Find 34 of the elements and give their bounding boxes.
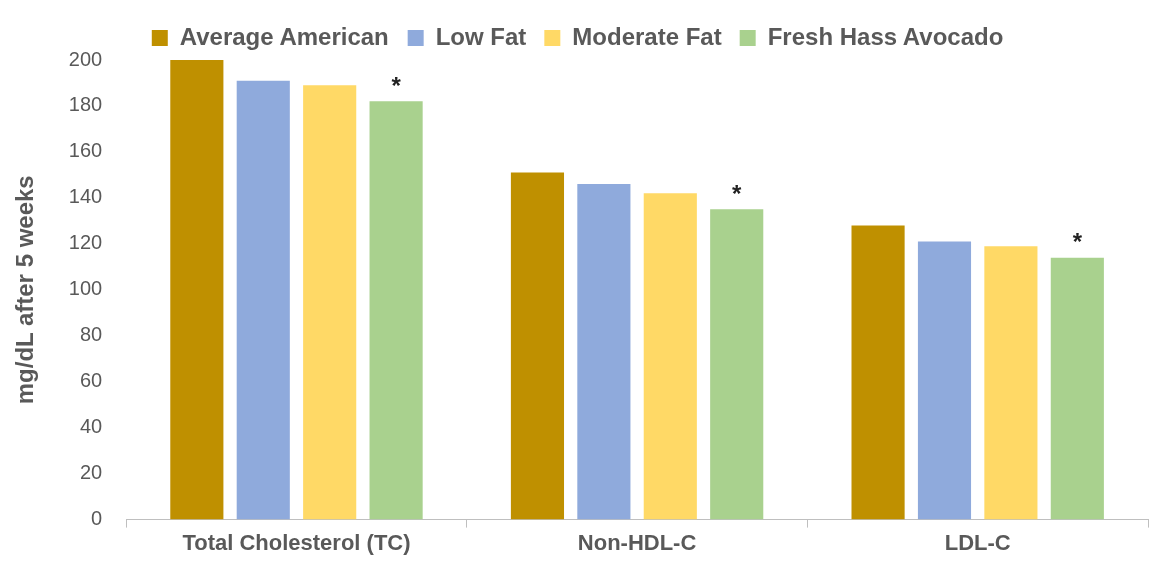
- bar: [1050, 257, 1104, 520]
- y-tick-label: 40: [79, 415, 103, 438]
- y-tick-label: 60: [79, 369, 103, 392]
- bar: [303, 85, 357, 520]
- y-tick-label: 160: [68, 139, 103, 162]
- data-label: *: [732, 179, 743, 207]
- bar: [236, 80, 290, 520]
- bar: [510, 172, 565, 520]
- y-tick-label: 140: [68, 185, 103, 208]
- x-tick-label: LDL-C: [944, 529, 1011, 555]
- bar: [984, 246, 1038, 520]
- bar: [170, 60, 224, 520]
- y-tick-label: 200: [68, 47, 103, 70]
- y-tick-label: 20: [79, 461, 103, 484]
- bar: [710, 209, 764, 520]
- data-label: *: [1072, 228, 1083, 256]
- legend-label: Low Fat: [435, 22, 527, 50]
- y-tick-label: 180: [68, 93, 103, 116]
- y-tick-label: 80: [79, 323, 103, 346]
- x-tick-label: Non-HDL-C: [577, 529, 697, 555]
- bar: [643, 193, 697, 520]
- y-tick-label: 120: [68, 231, 103, 254]
- x-tick-label: Total Cholesterol (TC): [182, 529, 411, 555]
- legend-label: Fresh Hass Avocado: [767, 22, 1004, 50]
- bar: [917, 241, 972, 520]
- legend-label: Average American: [179, 22, 389, 50]
- legend-label: Moderate Fat: [572, 22, 722, 50]
- y-axis-title: mg/dL after 5 weeks: [11, 175, 39, 405]
- bar: [851, 225, 905, 520]
- data-label: *: [391, 71, 402, 99]
- y-tick-label: 0: [91, 507, 103, 530]
- y-tick-label: 100: [68, 277, 103, 300]
- bar: [369, 101, 423, 520]
- bar: [577, 184, 631, 520]
